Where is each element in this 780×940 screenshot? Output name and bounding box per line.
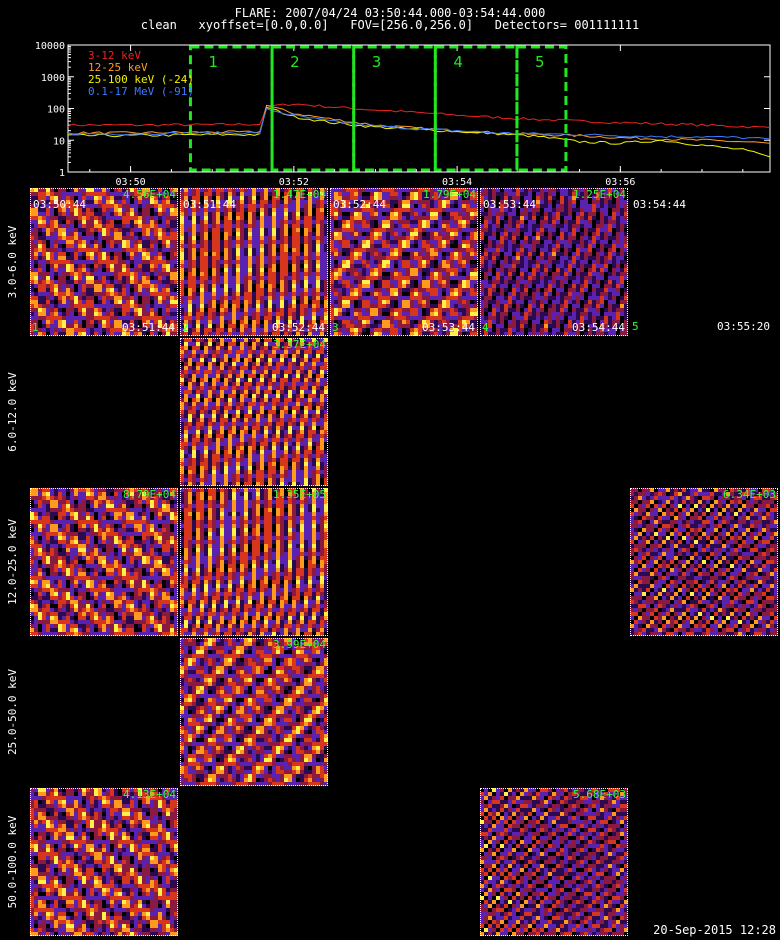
image-max-value: 1.47E+04 xyxy=(273,188,326,201)
image-max-value: 5.68E+03 xyxy=(573,788,626,801)
legend-entry: 12-25 keV xyxy=(88,61,148,74)
legend-entry: 0.1-17 MeV (-91) xyxy=(88,85,194,98)
image-max-value: 3.99E+04 xyxy=(273,638,326,651)
clean-image-panel: 1.47E+04 03:51:44 03:52:44 2 xyxy=(180,188,328,336)
clean-image xyxy=(30,188,178,336)
generation-timestamp: 20-Sep-2015 12:28 xyxy=(653,923,776,937)
image-max-value: 6.34E+03 xyxy=(723,488,776,501)
clean-image xyxy=(330,188,478,336)
energy-band-label: 3.0-6.0 keV xyxy=(6,225,19,299)
interval-end-time: 03:51:44 xyxy=(122,321,175,334)
clean-image-panel: 5.68E+03 xyxy=(480,788,628,936)
clean-image-panel: 3.99E+04 xyxy=(180,638,328,786)
interval-start-time: 03:53:44 xyxy=(483,198,536,211)
time-interval-box xyxy=(270,45,356,172)
lightcurve-plot: 1 10 100 1000 10000 03:50 03:52 03:54 03:56 1 2 3 4 5… xyxy=(35,41,771,188)
clean-image xyxy=(480,188,628,336)
clean-image-panel: 1.35E+05 xyxy=(180,488,328,636)
clean-image xyxy=(630,488,778,636)
image-max-value: 4.56E+04 xyxy=(123,188,176,201)
clean-image-panel: 1.25E+04 03:53:44 03:54:44 4 xyxy=(480,188,628,336)
time-interval-label: 2 xyxy=(290,53,300,71)
clean-image xyxy=(180,338,328,486)
x-tick-label: 03:54 xyxy=(442,177,472,188)
clean-image-panel: 8.79E+04 xyxy=(30,488,178,636)
plot-frame xyxy=(67,44,771,173)
x-tick-label: 03:50 xyxy=(116,177,146,188)
legend-entry: 25-100 keV (-24) xyxy=(88,73,194,86)
interval-end-time: 03:53:44 xyxy=(422,321,475,334)
y-tick-label: 1 xyxy=(59,168,65,179)
series-line xyxy=(67,103,771,129)
time-interval-label: 3 xyxy=(372,53,382,71)
clean-image-panel: 6.34E+03 xyxy=(630,488,778,636)
time-interval-label: 1 xyxy=(208,53,218,71)
y-tick-label: 10 xyxy=(53,136,65,147)
image-max-value: 1.79E+04 xyxy=(423,188,476,201)
clean-image xyxy=(30,488,178,636)
image-max-value: 1.35E+05 xyxy=(273,488,326,501)
energy-band-label: 12.0-25.0 keV xyxy=(6,518,19,606)
image-max-value: 3.37E+04 xyxy=(273,338,326,351)
interval-start-time: 03:54:44 xyxy=(633,198,686,211)
clean-image-panel: 4.56E+04 03:50:44 03:51:44 1 xyxy=(30,188,178,336)
energy-band-label: 6.0-12.0 keV xyxy=(6,372,19,452)
clean-image xyxy=(180,638,328,786)
interval-number: 2 xyxy=(182,321,189,334)
legend-entry: 3-12 keV xyxy=(88,49,141,62)
y-tick-label: 100 xyxy=(47,105,65,116)
interval-number: 3 xyxy=(332,321,339,334)
image-max-value: 8.79E+04 xyxy=(123,488,176,501)
interval-end-time: 03:55:20 xyxy=(717,320,770,333)
clean-image xyxy=(180,188,328,336)
plot-title: FLARE: 2007/04/24 03:50:44.000-03:54:44.… xyxy=(234,6,546,20)
interval-end-time: 03:54:44 xyxy=(572,321,625,334)
clean-image xyxy=(480,788,628,936)
interval-number: 1 xyxy=(32,321,39,334)
time-interval-label: 5 xyxy=(535,53,545,71)
time-interval-box xyxy=(515,45,568,172)
interval-end-time: 03:52:44 xyxy=(272,321,325,334)
x-tick-label: 03:56 xyxy=(605,177,635,188)
time-interval-box xyxy=(352,45,437,172)
time-interval-label: 4 xyxy=(453,53,463,71)
image-max-value: 1.25E+04 xyxy=(573,188,626,201)
interval-start-time: 03:50:44 xyxy=(33,198,86,211)
time-interval-box xyxy=(188,45,274,172)
interval-number: 5 xyxy=(632,320,639,333)
clean-image xyxy=(180,488,328,636)
y-tick-label: 10000 xyxy=(35,41,65,52)
plot-subtitle: clean xyoffset=[0.0,0.0] FOV=[256.0,256.… xyxy=(140,18,640,32)
time-interval-box xyxy=(433,45,519,172)
y-tick-label: 1000 xyxy=(41,73,65,84)
series-line xyxy=(67,107,771,140)
interval-number: 4 xyxy=(482,321,489,334)
image-max-value: 4.13E+04 xyxy=(123,788,176,801)
energy-band-label: 50.0-100.0 keV xyxy=(6,815,19,909)
interval-start-time: 03:51:44 xyxy=(183,198,236,211)
clean-image-panel: 1.79E+04 03:52:44 03:53:44 3 xyxy=(330,188,478,336)
energy-band-label: 25.0-50.0 keV xyxy=(6,668,19,756)
series-line xyxy=(67,104,771,144)
clean-image-panel: 4.13E+04 xyxy=(30,788,178,936)
clean-image xyxy=(30,788,178,936)
clean-image-panel: 3.37E+04 xyxy=(180,338,328,486)
x-tick-label: 03:52 xyxy=(279,177,309,188)
interval-start-time: 03:52:44 xyxy=(333,198,386,211)
